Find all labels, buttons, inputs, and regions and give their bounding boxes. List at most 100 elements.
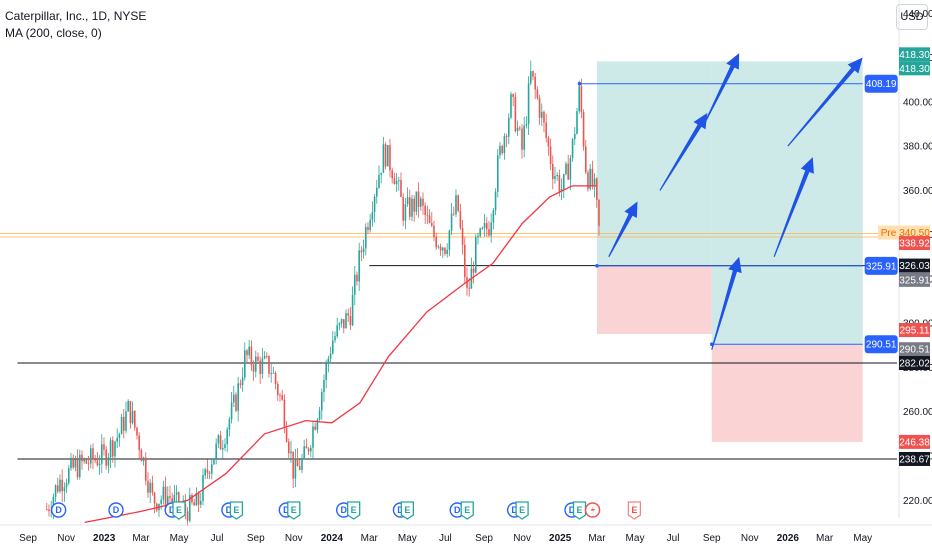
price-badge-text: 290.51 [899,345,930,356]
candle-body [576,111,578,134]
candle-body [74,459,77,468]
candle-body [391,170,393,179]
candle-body [514,97,517,132]
time-tick-label: 2025 [549,533,572,544]
candle-body [199,501,202,505]
candle-body [415,191,418,212]
candle-body [241,377,244,385]
target-zone-1 [711,61,863,345]
blue-level-tag-bg [864,256,898,275]
candle-body [472,268,475,273]
candle-body [479,228,481,236]
earnings-marker-label: E [291,505,297,515]
candle-body [268,355,270,374]
target-zone-0 [596,61,712,266]
candle-body [133,410,136,428]
candle-body [369,219,371,230]
candle-body [105,449,107,466]
blue-level-tag-1: 325.91 [864,256,898,275]
candle-body [274,372,277,384]
candle-body [162,486,165,500]
time-tick-label: Mar [361,533,379,544]
candle-body [243,350,246,378]
candle-body [565,163,567,175]
candle-body [571,139,574,159]
candle-body [455,195,457,215]
pre-tag-text: Pre [881,228,897,239]
candle-body [567,163,569,180]
currency-button[interactable]: USD [896,4,928,30]
candle-body [439,246,442,251]
candle-body [545,122,547,138]
candle-body [560,188,563,192]
candle-body [98,463,101,466]
price-badge-text: 325.91 [899,275,930,286]
candle-body [501,145,503,154]
candle-body [118,434,121,438]
price-badge-text: 246.38 [899,437,930,448]
candle-body [307,448,310,452]
candle-body [96,460,99,466]
candle-body [510,94,512,118]
candle-body [540,111,543,118]
candle-body [593,178,596,187]
price-badge-bg [899,342,930,357]
candle-body [120,416,123,435]
earnings-marker [400,501,414,520]
time-tick-label: May [853,533,872,544]
candle-body [371,212,374,220]
candle-body [292,451,294,479]
earnings-marker [172,501,186,520]
time-tick-label: May [170,533,189,544]
candle-body [481,227,484,229]
trend-arrow-0 [608,201,638,258]
candle-body [94,459,96,461]
indicator-legend[interactable]: MA (200, close, 0) [5,26,102,40]
candle-body [518,127,521,129]
candle-body [578,86,580,112]
time-tick-label: Mar [816,533,834,544]
candle-body [290,451,292,454]
time-axis: Sep Nov 2023 Mar May Jul Sep Nov 2024 Mar May Jul Se… [0,524,932,544]
candle-body [536,89,539,99]
price-badge-10: 238.67 [899,451,930,466]
candle-body [250,346,253,365]
candle-body [329,353,332,359]
candle-body [160,499,162,504]
dividend-marker [50,502,67,518]
price-badge-4: 326.03 [899,258,930,273]
price-badge-text: 238.67 [899,454,930,465]
candle-body [488,229,490,236]
candle-body [512,94,514,98]
earnings-marker-label: E [176,505,182,515]
candle-body [349,315,352,326]
candle-body [345,313,347,329]
candle-body [503,136,506,154]
blue-level-anchor-0 [577,81,582,86]
candle-body [285,428,288,442]
trend-arrow-5 [787,57,863,147]
dividend-marker-label: D [55,505,62,515]
price-badge-bg [899,236,930,251]
time-tick-label: Nov [741,533,759,544]
candle-body [67,468,70,484]
candle-body [505,136,508,137]
earnings-marker-label: E [351,505,357,515]
price-badge-6: 295.11 [899,323,930,338]
candle-body [461,227,464,245]
ma-200-line [84,185,597,524]
candle-body [197,493,200,505]
candle-body [353,274,356,295]
candle-body [598,199,600,226]
candle-body [338,323,341,326]
candle-body [136,427,138,436]
candle-body [54,485,57,497]
candle-body [254,356,257,372]
stop-zone-1 [711,344,863,442]
earnings-marker [627,501,642,520]
time-tick-label: Sep [703,533,721,544]
candle-body [213,458,215,465]
candle-body [149,482,151,493]
candle-body [217,435,220,444]
